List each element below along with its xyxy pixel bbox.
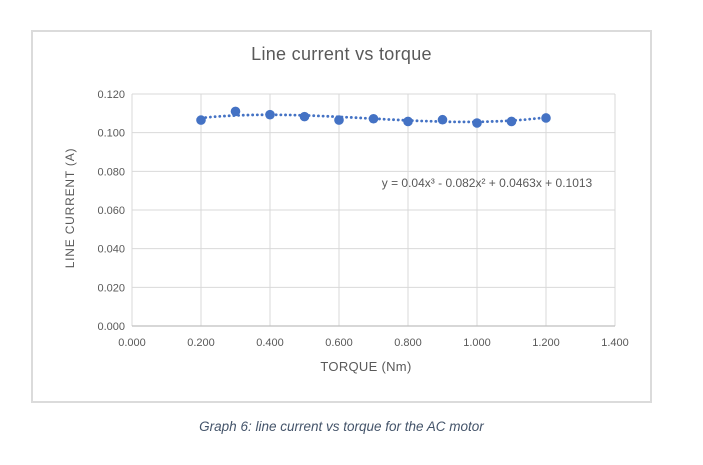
data-point bbox=[368, 113, 379, 124]
trendline-equation: y = 0.04x³ - 0.082x² + 0.0463x + 0.1013 bbox=[381, 176, 593, 190]
data-point bbox=[541, 113, 551, 123]
figure-caption: Graph 6: line current vs torque for the … bbox=[199, 419, 484, 434]
chart-title: Line current vs torque bbox=[251, 44, 432, 64]
x-axis-title: TORQUE (Nm) bbox=[320, 359, 412, 374]
y-axis-title: LINE CURRENT (A) bbox=[63, 147, 77, 269]
data-point bbox=[472, 118, 482, 128]
x-tick-label: 0.400 bbox=[256, 337, 284, 349]
y-tick-label: 0.060 bbox=[97, 205, 125, 217]
chart-box[interactable]: Line current vs torque 0.000 0.020 0.040 0.… bbox=[31, 30, 652, 403]
data-point bbox=[506, 116, 517, 127]
y-tick-label: 0.020 bbox=[97, 282, 125, 294]
data-point bbox=[334, 115, 344, 125]
x-tick-label: 1.400 bbox=[601, 337, 629, 349]
y-tick-label: 0.000 bbox=[97, 321, 125, 333]
data-point bbox=[403, 116, 413, 127]
y-tick-label: 0.040 bbox=[97, 244, 125, 256]
x-tick-label: 1.200 bbox=[532, 337, 560, 349]
data-point bbox=[196, 115, 206, 125]
y-tick-label: 0.120 bbox=[97, 89, 125, 101]
x-tick-label: 1.000 bbox=[463, 337, 491, 349]
x-tick-label: 0.200 bbox=[187, 337, 215, 349]
y-tick-label: 0.080 bbox=[97, 166, 125, 178]
data-point bbox=[265, 109, 275, 120]
data-point bbox=[437, 114, 448, 125]
x-tick-label: 0.000 bbox=[118, 337, 146, 349]
data-point bbox=[230, 106, 241, 117]
y-tick-label: 0.100 bbox=[97, 128, 125, 140]
plot-area: 0.000 0.020 0.040 0.060 0.080 0.100 0.120 0.000… bbox=[97, 89, 629, 349]
x-tick-label: 0.800 bbox=[394, 337, 422, 349]
x-tick-label: 0.600 bbox=[325, 337, 353, 349]
data-point bbox=[299, 111, 310, 122]
